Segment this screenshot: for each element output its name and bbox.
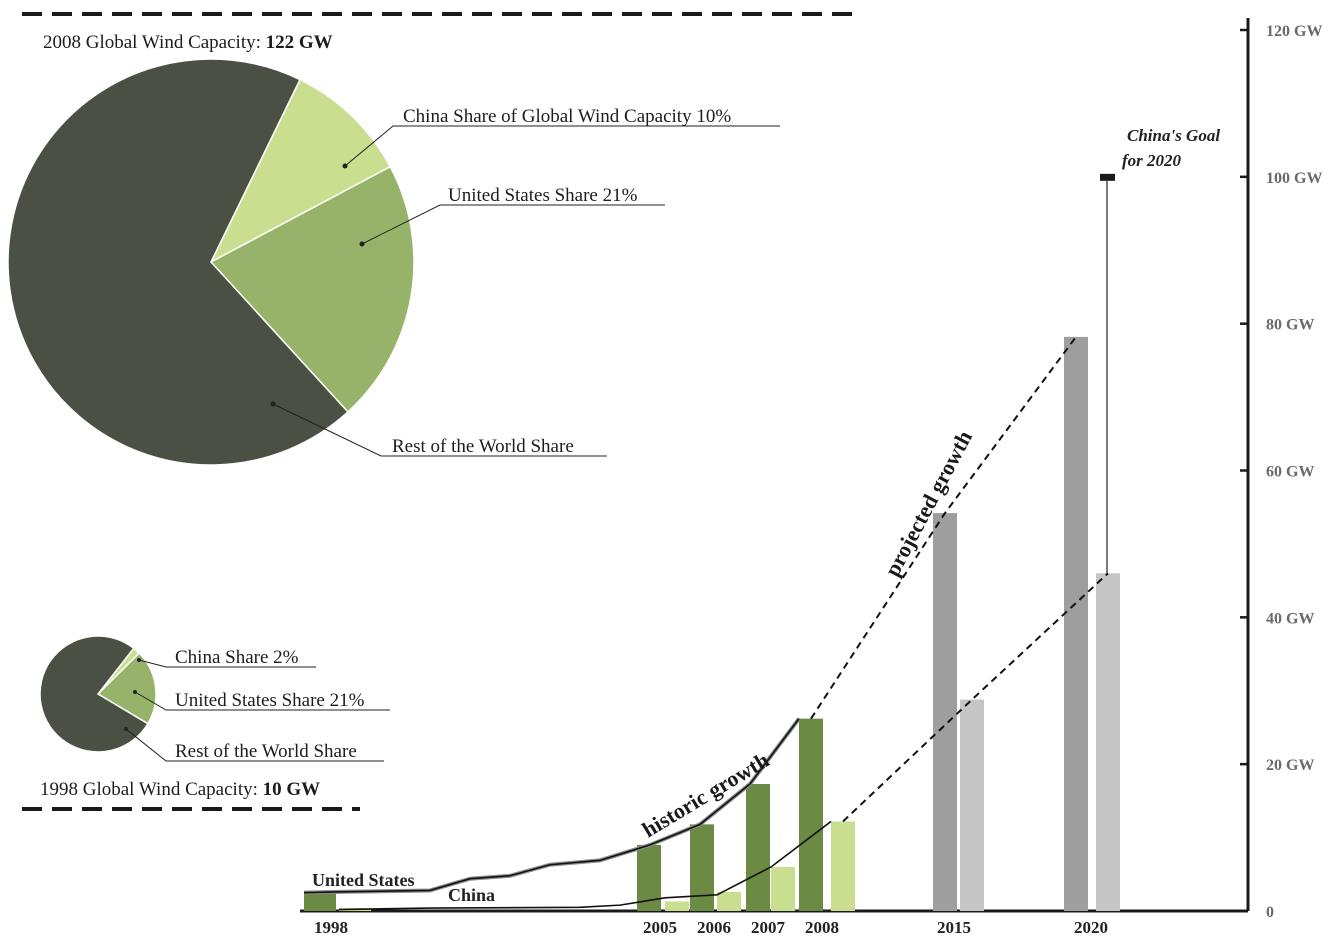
us-historic-line — [303, 718, 800, 894]
bar-china-2008 — [831, 821, 855, 911]
pie-2008-china-label: China Share of Global Wind Capacity 10% — [403, 106, 731, 127]
us-projected-line — [810, 336, 1077, 720]
y-tick-label: 120 GW — [1266, 23, 1322, 40]
pie-2008-us-label: United States Share 21% — [448, 185, 638, 206]
y-tick-label: 20 GW — [1266, 757, 1314, 774]
pie-1998-slice-2 — [39, 635, 149, 753]
x-axis-labels: 1998 2005 2006 2007 2008 2015 2020 — [314, 918, 1108, 937]
x-tick-label-2005: 2005 — [643, 918, 677, 937]
bar-us-1998 — [304, 892, 336, 911]
y-tick-label: 80 GW — [1266, 317, 1314, 334]
series-label-us: United States — [312, 870, 415, 890]
x-tick-label-2007: 2007 — [751, 918, 786, 937]
x-tick-label-1998: 1998 — [314, 918, 348, 937]
china-historic-line — [338, 820, 832, 911]
pie-1998-title: 1998 Global Wind Capacity: 10 GW — [40, 779, 320, 800]
bar-china-2015 — [960, 699, 984, 911]
series-label-china: China — [448, 885, 495, 905]
x-tick-label-2015: 2015 — [937, 918, 971, 937]
pie-2008-rest-label: Rest of the World Share — [392, 436, 574, 457]
pie-1998 — [39, 635, 157, 753]
us-historic-line-shadow — [303, 717, 801, 895]
x-tick-label-2006: 2006 — [697, 918, 731, 937]
bar-china-2006 — [717, 891, 741, 911]
projected-growth-label: projected growth — [879, 426, 977, 580]
bar-china-2020 — [1096, 573, 1120, 911]
bars — [304, 336, 1120, 911]
y-tick-label: 0 — [1266, 904, 1274, 921]
pie-1998-us-label: United States Share 21% — [175, 690, 365, 711]
bar-us-2020 — [1064, 336, 1088, 911]
pie-2008-slice-1 — [209, 165, 415, 413]
y-tick-label: 40 GW — [1266, 610, 1314, 627]
y-tick-label: 100 GW — [1266, 170, 1322, 187]
bar-us-2006 — [690, 824, 714, 911]
pie-1998-slice-1 — [96, 652, 157, 725]
pie-1998-rest-label: Rest of the World Share — [175, 741, 357, 762]
bar-us-2007 — [746, 783, 770, 911]
pie-2008-slice-0 — [209, 78, 392, 264]
bar-us-2015 — [933, 513, 957, 911]
y-tick-label: 60 GW — [1266, 464, 1314, 481]
pie-1998-china-label: China Share 2% — [175, 647, 299, 668]
bar-us-2008 — [799, 718, 823, 911]
china-projected-line — [842, 572, 1109, 823]
pie-1998-labels: China Share 2% United States Share 21% R… — [124, 647, 390, 762]
goal-marker — [1100, 173, 1115, 181]
goal-label-line1: China's Goal — [1127, 126, 1220, 145]
growth-lines — [303, 336, 1109, 911]
x-tick-label-2020: 2020 — [1074, 918, 1108, 937]
bar-china-2005 — [665, 901, 689, 911]
pie-2008-title: 2008 Global Wind Capacity: 122 GW — [43, 32, 333, 53]
pie-2008-slice-2 — [7, 58, 349, 466]
goal-label-line2: for 2020 — [1122, 151, 1182, 170]
pie-2008-labels: China Share of Global Wind Capacity 10% … — [270, 106, 780, 457]
bar-china-2007 — [771, 866, 795, 911]
china-goal: China's Goal for 2020 — [1100, 126, 1220, 574]
pie-2008 — [7, 58, 415, 466]
x-tick-label-2008: 2008 — [805, 918, 839, 937]
